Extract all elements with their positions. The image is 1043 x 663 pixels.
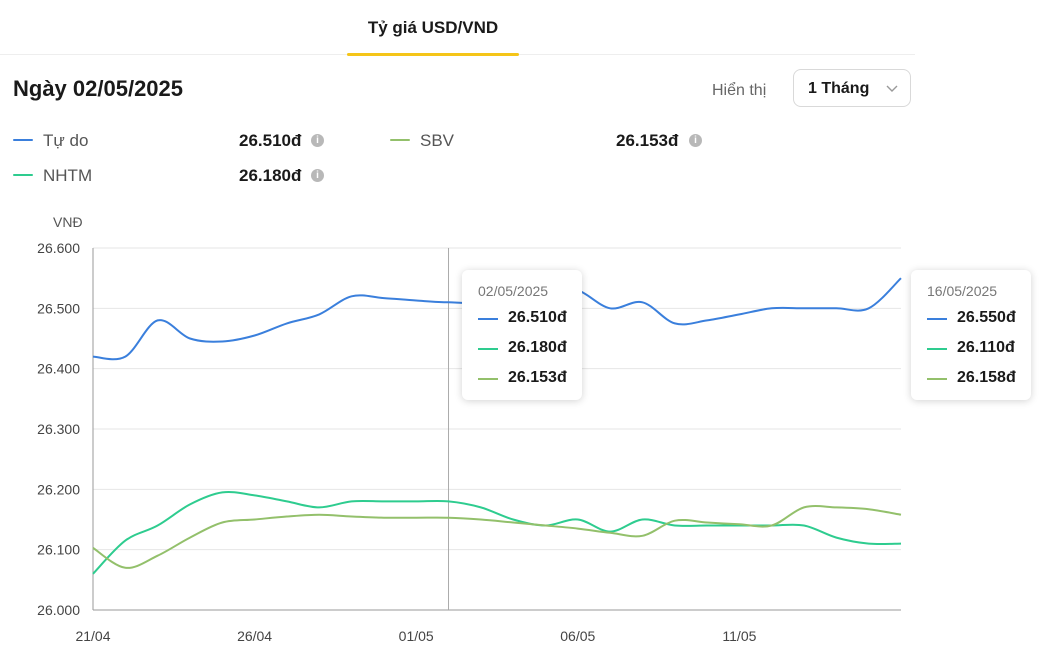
y-axis-title: VNĐ (53, 214, 83, 230)
legend-swatch (13, 174, 33, 176)
legend-name: NHTM (43, 166, 93, 185)
y-tick-label: 26.500 (37, 300, 80, 316)
legend-name: SBV (420, 131, 455, 150)
legend-swatch (13, 139, 33, 141)
tooltip-value: 26.158đ (957, 369, 1016, 386)
tooltip-swatch (927, 348, 947, 350)
tooltip-value: 26.153đ (508, 369, 567, 386)
legend-item-sbv[interactable]: SBV 26.153đ i (390, 128, 710, 152)
x-tick-label: 01/05 (399, 628, 434, 644)
series-line-nhtm (92, 490, 902, 575)
info-icon[interactable]: i (311, 169, 324, 182)
tab-active-indicator (347, 53, 519, 56)
tooltip-swatch (478, 378, 498, 380)
legend-value: 26.180đ (239, 166, 302, 185)
tooltip-swatch (478, 348, 498, 350)
legend-swatch (390, 139, 410, 141)
series-line-sbv (92, 505, 902, 569)
x-tick-label: 21/04 (75, 628, 110, 644)
legend-value: 26.153đ (616, 131, 679, 150)
tooltip-date: 02/05/2025 (478, 283, 549, 299)
tooltip-swatch (478, 318, 498, 320)
period-dropdown[interactable]: 1 Tháng (793, 69, 911, 107)
info-icon[interactable]: i (311, 134, 324, 147)
tab-bar: Tỷ giá USD/VND (0, 0, 915, 56)
legend-name: Tự do (43, 131, 89, 150)
y-tick-label: 26.600 (37, 240, 80, 256)
y-tick-label: 26.300 (37, 421, 80, 437)
tooltip-value: 26.550đ (957, 309, 1016, 326)
y-tick-label: 26.200 (37, 481, 80, 497)
tooltip-value: 26.180đ (508, 339, 567, 356)
display-label: Hiển thị (712, 82, 767, 99)
chevron-down-icon (886, 85, 898, 92)
tooltip-swatch (927, 378, 947, 380)
tab-label: Tỷ giá USD/VND (367, 18, 499, 37)
x-tick-label: 26/04 (237, 628, 272, 644)
page-title: Ngày 02/05/2025 (13, 76, 184, 101)
x-tick-label: 11/05 (722, 628, 756, 644)
period-selected-value: 1 Tháng (808, 80, 870, 97)
tooltip-swatch (927, 318, 947, 320)
tooltip-value: 26.510đ (508, 309, 567, 326)
y-tick-label: 26.000 (37, 602, 80, 618)
y-tick-label: 26.400 (37, 361, 80, 377)
tooltip-value: 26.110đ (957, 339, 1015, 356)
tooltip-date: 16/05/2025 (927, 283, 998, 299)
chart-tooltip: 02/05/2025 26.510đ 26.180đ 26.153đ (462, 270, 582, 400)
chart-tooltip: 16/05/2025 26.550đ 26.110đ 26.158đ (911, 270, 1031, 400)
legend-item-nhtm[interactable]: NHTM 26.180đ i (13, 163, 333, 187)
info-icon[interactable]: i (689, 134, 702, 147)
x-tick-label: 06/05 (560, 628, 595, 644)
legend-value: 26.510đ (239, 131, 302, 150)
y-tick-label: 26.100 (37, 542, 80, 558)
line-chart[interactable]: 26.000 26.100 26.200 26.300 26.400 26.500 26.6… (0, 200, 915, 655)
tab-usd-vnd[interactable]: Tỷ giá USD/VND (347, 0, 519, 56)
legend-item-tu-do[interactable]: Tự do 26.510đ i (13, 128, 333, 152)
